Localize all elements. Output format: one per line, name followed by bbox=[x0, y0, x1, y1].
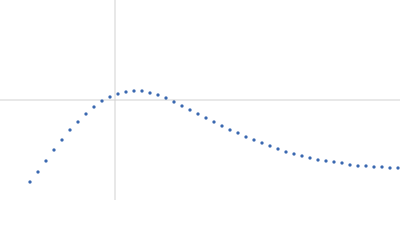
point bbox=[388, 166, 392, 170]
point bbox=[180, 104, 184, 108]
point bbox=[372, 165, 376, 169]
point bbox=[44, 159, 48, 163]
point bbox=[212, 120, 216, 124]
point bbox=[164, 96, 168, 100]
point bbox=[348, 163, 352, 167]
point bbox=[100, 99, 104, 103]
point bbox=[276, 147, 280, 151]
point bbox=[308, 156, 312, 160]
point bbox=[364, 164, 368, 168]
point bbox=[108, 95, 112, 99]
point bbox=[116, 92, 120, 96]
point bbox=[380, 165, 384, 169]
point bbox=[316, 158, 320, 162]
point bbox=[244, 135, 248, 139]
point bbox=[204, 116, 208, 120]
point bbox=[284, 150, 288, 154]
point bbox=[92, 105, 96, 109]
point bbox=[188, 108, 192, 112]
point bbox=[300, 154, 304, 158]
point bbox=[396, 166, 400, 170]
point bbox=[260, 141, 264, 145]
point bbox=[196, 112, 200, 116]
point bbox=[268, 144, 272, 148]
point bbox=[236, 131, 240, 135]
point bbox=[76, 120, 80, 124]
point bbox=[228, 128, 232, 132]
point bbox=[84, 112, 88, 116]
point bbox=[156, 93, 160, 97]
point bbox=[36, 170, 40, 174]
point bbox=[148, 91, 152, 95]
point bbox=[132, 89, 136, 93]
point bbox=[356, 164, 360, 168]
point bbox=[28, 180, 32, 184]
point bbox=[292, 152, 296, 156]
point bbox=[172, 100, 176, 104]
point bbox=[324, 159, 328, 163]
chart bbox=[0, 0, 400, 200]
point bbox=[332, 160, 336, 164]
point bbox=[124, 90, 128, 94]
point bbox=[252, 138, 256, 142]
point bbox=[340, 161, 344, 165]
point bbox=[140, 89, 144, 93]
point bbox=[52, 148, 56, 152]
point bbox=[68, 128, 72, 132]
point bbox=[220, 124, 224, 128]
point bbox=[60, 138, 64, 142]
